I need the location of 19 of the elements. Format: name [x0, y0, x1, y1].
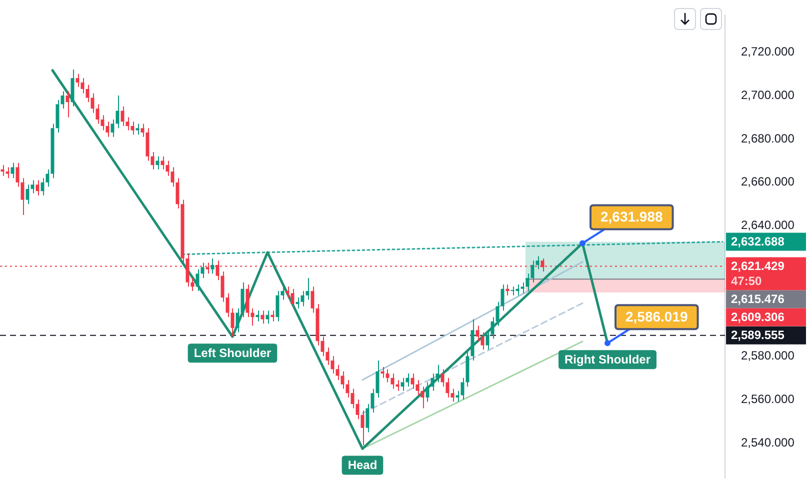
band-label: 2,632.688: [731, 234, 785, 249]
annotation: Head: [348, 458, 378, 472]
ref-line-label: 2,589.555: [731, 328, 785, 342]
ref-line-label: 2,621.429: [731, 259, 785, 274]
text: 47:50: [731, 274, 762, 288]
band-label: 2,609.306: [731, 310, 785, 324]
ref-line-label: 2,615.476: [731, 292, 785, 306]
annotation: 2,631.988: [600, 208, 663, 225]
y-tick-label: 2,580.000: [741, 348, 795, 362]
annotation: Right Shoulder: [564, 352, 651, 366]
annotation: 2,586.019: [625, 308, 688, 324]
y-tick-label: 2,660.000: [741, 174, 795, 189]
annotation: Left Shoulder: [194, 346, 272, 360]
y-tick-label: 2,720.000: [741, 44, 795, 58]
y-tick-label: 2,700.000: [741, 88, 795, 102]
y-tick-label: 2,640.000: [741, 218, 795, 232]
y-tick-label: 2,680.000: [741, 131, 795, 146]
y-tick-label: 2,560.000: [741, 392, 795, 406]
y-tick-label: 2,540.000: [741, 435, 795, 450]
